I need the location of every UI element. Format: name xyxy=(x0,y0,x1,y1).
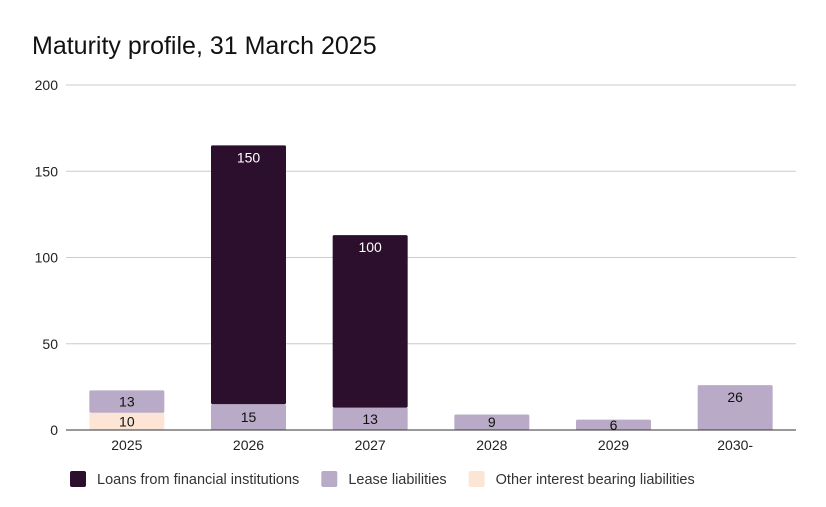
data-label: 100 xyxy=(358,239,382,255)
data-labels: 10 13 15 150 13 100 9 6 26 xyxy=(119,149,743,432)
legend-swatch xyxy=(468,471,485,487)
x-tick-label: 2025 xyxy=(111,437,142,453)
x-tick-label: 2026 xyxy=(233,437,264,453)
data-label: 26 xyxy=(727,389,743,405)
data-label: 6 xyxy=(610,417,618,433)
chart-title: Maturity profile, 31 March 2025 xyxy=(32,32,377,60)
bar-segment xyxy=(211,404,286,430)
gridlines xyxy=(66,84,796,345)
data-label: 13 xyxy=(362,411,378,427)
x-tick-label: 2028 xyxy=(476,437,507,453)
bar-segment xyxy=(697,385,773,430)
bar-segment xyxy=(332,235,408,408)
legend-item: Lease liabilities xyxy=(321,471,447,488)
y-tick-label: 200 xyxy=(35,77,59,93)
bar-segment xyxy=(89,390,165,413)
bar-segment xyxy=(89,412,165,430)
x-tick-label: 2030- xyxy=(717,437,753,453)
bar-segment xyxy=(454,414,530,430)
x-tick-label: 2029 xyxy=(598,437,629,453)
legend-item: Other interest bearing liabilities xyxy=(468,471,695,488)
data-label: 10 xyxy=(119,413,135,429)
y-tick-label: 50 xyxy=(42,336,58,352)
legend: Loans from financial institutions Lease l… xyxy=(70,471,695,488)
x-tick-label: 2027 xyxy=(355,437,386,453)
y-axis-ticks: 0 50 100 150 200 xyxy=(35,77,59,438)
legend-label: Other interest bearing liabilities xyxy=(496,472,695,488)
legend-label: Loans from financial institutions xyxy=(97,472,299,488)
bar-segment xyxy=(211,145,286,405)
legend-item: Loans from financial institutions xyxy=(70,471,299,488)
legend-swatch xyxy=(321,471,338,487)
data-label: 150 xyxy=(237,149,261,165)
bar-segment xyxy=(576,419,651,430)
data-label: 13 xyxy=(119,394,135,410)
x-axis-ticks: 2025 2026 2027 2028 2029 2030- xyxy=(111,437,753,453)
bar-segment xyxy=(332,407,408,430)
y-tick-label: 150 xyxy=(35,163,59,179)
y-tick-label: 100 xyxy=(35,250,59,266)
legend-swatch xyxy=(70,471,86,487)
legend-label: Lease liabilities xyxy=(348,472,446,488)
data-label: 15 xyxy=(241,409,257,425)
data-label: 9 xyxy=(488,414,496,430)
y-tick-label: 0 xyxy=(50,422,58,438)
bars xyxy=(89,145,773,430)
